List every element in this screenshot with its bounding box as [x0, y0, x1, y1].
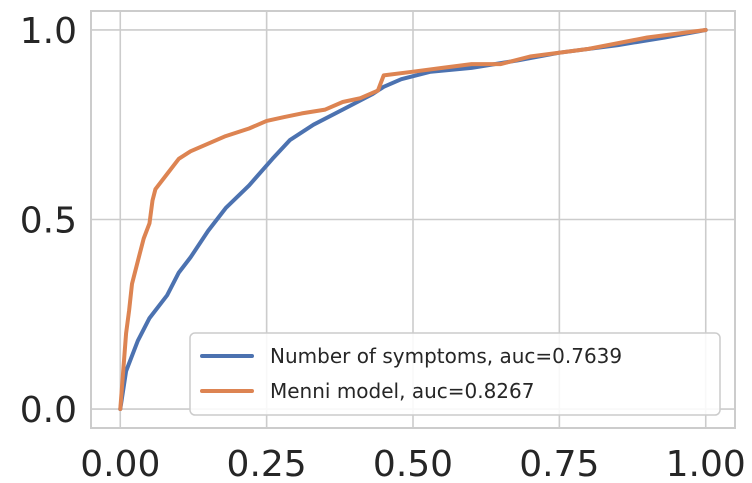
legend-box — [189, 332, 721, 416]
x-tick-label: 0.00 — [80, 444, 160, 483]
y-tick-label: 0.5 — [20, 201, 77, 242]
x-tick-label: 0.25 — [227, 444, 307, 483]
legend: Number of symptoms, auc=0.7639 Menni mode… — [189, 332, 721, 416]
x-tick-label: 0.75 — [519, 444, 599, 483]
x-tick-label: 0.50 — [373, 444, 453, 483]
legend-label-1: Menni model, auc=0.8267 — [270, 379, 534, 403]
tick-labels: 0.00 0.25 0.50 0.75 1.00 0.0 0.5 1.0 — [20, 11, 746, 483]
y-tick-label: 1.0 — [20, 11, 77, 52]
series-line-1 — [118, 28, 708, 411]
x-tick-label: 1.00 — [666, 444, 746, 483]
plot-frame — [90, 10, 736, 429]
y-tick-label: 0.0 — [20, 390, 77, 431]
series-lines — [118, 28, 708, 411]
legend-label-0: Number of symptoms, auc=0.7639 — [270, 344, 622, 368]
